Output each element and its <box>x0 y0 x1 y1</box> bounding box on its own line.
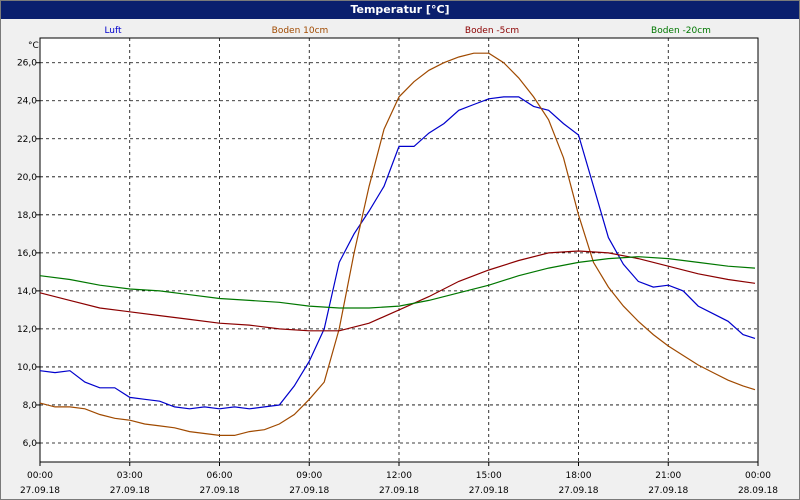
x-tick-date: 27.09.18 <box>110 486 150 496</box>
legend-item-3: Boden -20cm <box>651 26 711 36</box>
y-tick-label: 26,0 <box>17 59 37 69</box>
y-tick-label: 10,0 <box>17 363 37 373</box>
x-tick-time: 03:00 <box>117 471 143 481</box>
x-tick-date: 27.09.18 <box>648 486 688 496</box>
legend: Luft Boden 10cm Boden -5cm Boden -20cm <box>104 26 711 36</box>
x-tick-time: 09:00 <box>296 471 322 481</box>
legend-item-2: Boden -5cm <box>465 26 519 36</box>
y-tick-label: 16,0 <box>17 249 37 259</box>
x-tick-time: 21:00 <box>655 471 681 481</box>
chart-title: Temperatur [°C] <box>1 1 799 19</box>
y-tick-label: 22,0 <box>17 135 37 145</box>
y-tick-label: 14,0 <box>17 287 37 297</box>
x-tick-date: 27.09.18 <box>379 486 419 496</box>
x-axis: 00:00 27.09.18 03:00 27.09.18 06:00 27.09.18 0… <box>20 462 778 496</box>
x-tick-date: 27.09.18 <box>469 486 509 496</box>
series-lines <box>39 52 756 436</box>
legend-item-0: Luft <box>104 26 122 36</box>
x-tick-time: 12:00 <box>386 471 412 481</box>
x-tick-time: 18:00 <box>566 471 592 481</box>
x-tick-time: 00:00 <box>27 471 53 481</box>
y-tick-label: 12,0 <box>17 325 37 335</box>
legend-item-1: Boden 10cm <box>272 26 329 36</box>
x-tick-date: 27.09.18 <box>199 486 239 496</box>
y-tick-label: 20,0 <box>17 173 37 183</box>
series-line-3 <box>39 256 756 309</box>
x-tick-time: 06:00 <box>207 471 233 481</box>
series-line-1 <box>39 52 756 436</box>
x-tick-date: 27.09.18 <box>20 486 60 496</box>
x-tick-date: 27.09.18 <box>558 486 598 496</box>
y-axis-label: °C <box>28 41 39 51</box>
gridlines <box>40 38 758 462</box>
x-tick-date: 28.09.18 <box>738 486 778 496</box>
y-tick-label: 24,0 <box>17 97 37 107</box>
y-tick-label: 18,0 <box>17 211 37 221</box>
y-tick-label: 8,0 <box>23 401 38 411</box>
y-tick-label: 6,0 <box>23 439 38 449</box>
x-tick-time: 15:00 <box>476 471 502 481</box>
x-tick-time: 00:00 <box>745 471 771 481</box>
y-axis: 6,0 8,0 10,0 12,0 14,0 16,0 18,0 20,0 22,0 24,0 26… <box>17 59 40 449</box>
x-tick-date: 27.09.18 <box>289 486 329 496</box>
series-line-2 <box>39 250 756 332</box>
series-line-0 <box>39 96 756 410</box>
